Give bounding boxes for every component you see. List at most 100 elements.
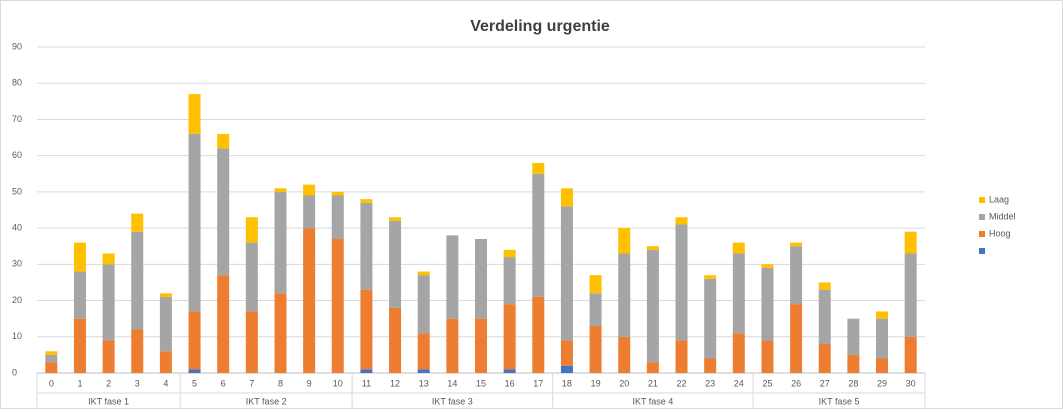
x-tick-label: 25 <box>762 378 772 388</box>
group-label: IKT fase 3 <box>432 396 473 406</box>
bar-segment <box>274 188 287 192</box>
x-tick-label: 1 <box>77 378 82 388</box>
bar-segment <box>560 188 573 207</box>
bar-segment <box>159 293 172 297</box>
group-label: IKT fase 4 <box>632 396 673 406</box>
x-tick-label: 13 <box>419 378 429 388</box>
bar-segment <box>73 318 86 373</box>
bar-segment <box>904 336 917 373</box>
bar-segment <box>159 296 172 352</box>
bar-segment <box>131 213 144 232</box>
bar-segment <box>102 340 115 373</box>
bar-segment <box>704 275 717 279</box>
bar-segment <box>618 253 631 337</box>
bar-segment <box>904 231 917 254</box>
bar-segment <box>589 293 602 326</box>
x-tick-label: 14 <box>447 378 457 388</box>
bar-segment <box>876 318 889 359</box>
legend-swatch <box>979 197 985 203</box>
bar-segment <box>618 336 631 373</box>
x-tick-label: 9 <box>307 378 312 388</box>
bar-segment <box>475 238 487 319</box>
bar-segment <box>904 253 917 337</box>
x-tick-label: 26 <box>791 378 801 388</box>
bar-segment <box>646 249 659 363</box>
x-tick-label: 28 <box>848 378 858 388</box>
bar-segment <box>45 351 58 355</box>
x-tick-label: 16 <box>505 378 515 388</box>
bar-segment <box>303 184 316 196</box>
bar-segment <box>589 275 602 294</box>
bar-segment <box>675 217 688 225</box>
bar-segment <box>732 253 745 334</box>
bar-segment <box>45 354 58 363</box>
bar-segment <box>274 191 287 294</box>
y-tick-label: 40 <box>12 222 22 232</box>
bar-segment <box>217 148 230 276</box>
bar-segment <box>245 217 258 243</box>
bar-segment <box>360 289 373 370</box>
bar-segment <box>847 318 860 355</box>
bar-segment <box>131 329 144 373</box>
bar-segment <box>73 242 86 272</box>
x-tick-label: 17 <box>533 378 543 388</box>
legend-swatch <box>979 248 985 254</box>
x-tick-label: 21 <box>648 378 658 388</box>
bar-segment <box>532 173 545 297</box>
x-tick-label: 27 <box>820 378 830 388</box>
x-tick-label: 19 <box>591 378 601 388</box>
x-tick-label: 10 <box>333 378 343 388</box>
bar-segment <box>360 199 373 203</box>
bar-segment <box>589 325 602 373</box>
bar-segment <box>389 307 402 373</box>
x-tick-label: 30 <box>906 378 916 388</box>
legend-label: Laag <box>989 194 1009 204</box>
x-tick-label: 18 <box>562 378 572 388</box>
bar-segment <box>417 271 430 276</box>
bar-segment <box>560 340 573 366</box>
bar-segment <box>503 257 516 305</box>
bar-segment <box>704 358 717 373</box>
bar-segment <box>818 344 831 373</box>
bar-segment <box>131 231 144 330</box>
x-tick-label: 20 <box>619 378 629 388</box>
bar-segment <box>360 202 373 290</box>
bar-segment <box>732 242 745 254</box>
bar-segment <box>331 191 344 196</box>
x-tick-label: 2 <box>106 378 111 388</box>
bar-segment <box>503 369 516 373</box>
bar-segment <box>217 275 230 373</box>
bar-segment <box>475 318 487 373</box>
x-tick-label: 0 <box>49 378 54 388</box>
legend-swatch <box>979 214 985 220</box>
bar-segment <box>790 242 803 247</box>
bar-segment <box>446 235 459 319</box>
bar-segment <box>618 228 631 254</box>
y-tick-label: 90 <box>12 41 22 51</box>
bar-segment <box>331 195 344 239</box>
bar-segment <box>245 311 258 373</box>
bar-segment <box>188 369 201 373</box>
bar-segment <box>675 340 688 373</box>
bar-segment <box>389 220 402 308</box>
bar-segment <box>303 195 316 229</box>
x-tick-label: 22 <box>677 378 687 388</box>
y-tick-label: 0 <box>12 367 17 377</box>
x-tick-label: 24 <box>734 378 744 388</box>
x-tick-label: 7 <box>249 378 254 388</box>
bar-segment <box>503 304 516 370</box>
bar-segment <box>303 228 316 373</box>
bar-segment <box>245 242 258 312</box>
bar-segment <box>876 358 889 373</box>
bar-segment <box>560 365 573 373</box>
y-tick-label: 70 <box>12 114 22 124</box>
bar-segment <box>532 296 545 373</box>
y-tick-label: 10 <box>12 331 22 341</box>
bar-segment <box>646 246 659 250</box>
bar-segment <box>274 293 287 373</box>
bar-segment <box>45 362 58 373</box>
y-tick-label: 30 <box>12 259 22 269</box>
y-tick-label: 20 <box>12 295 22 305</box>
bar-segment <box>761 267 774 341</box>
